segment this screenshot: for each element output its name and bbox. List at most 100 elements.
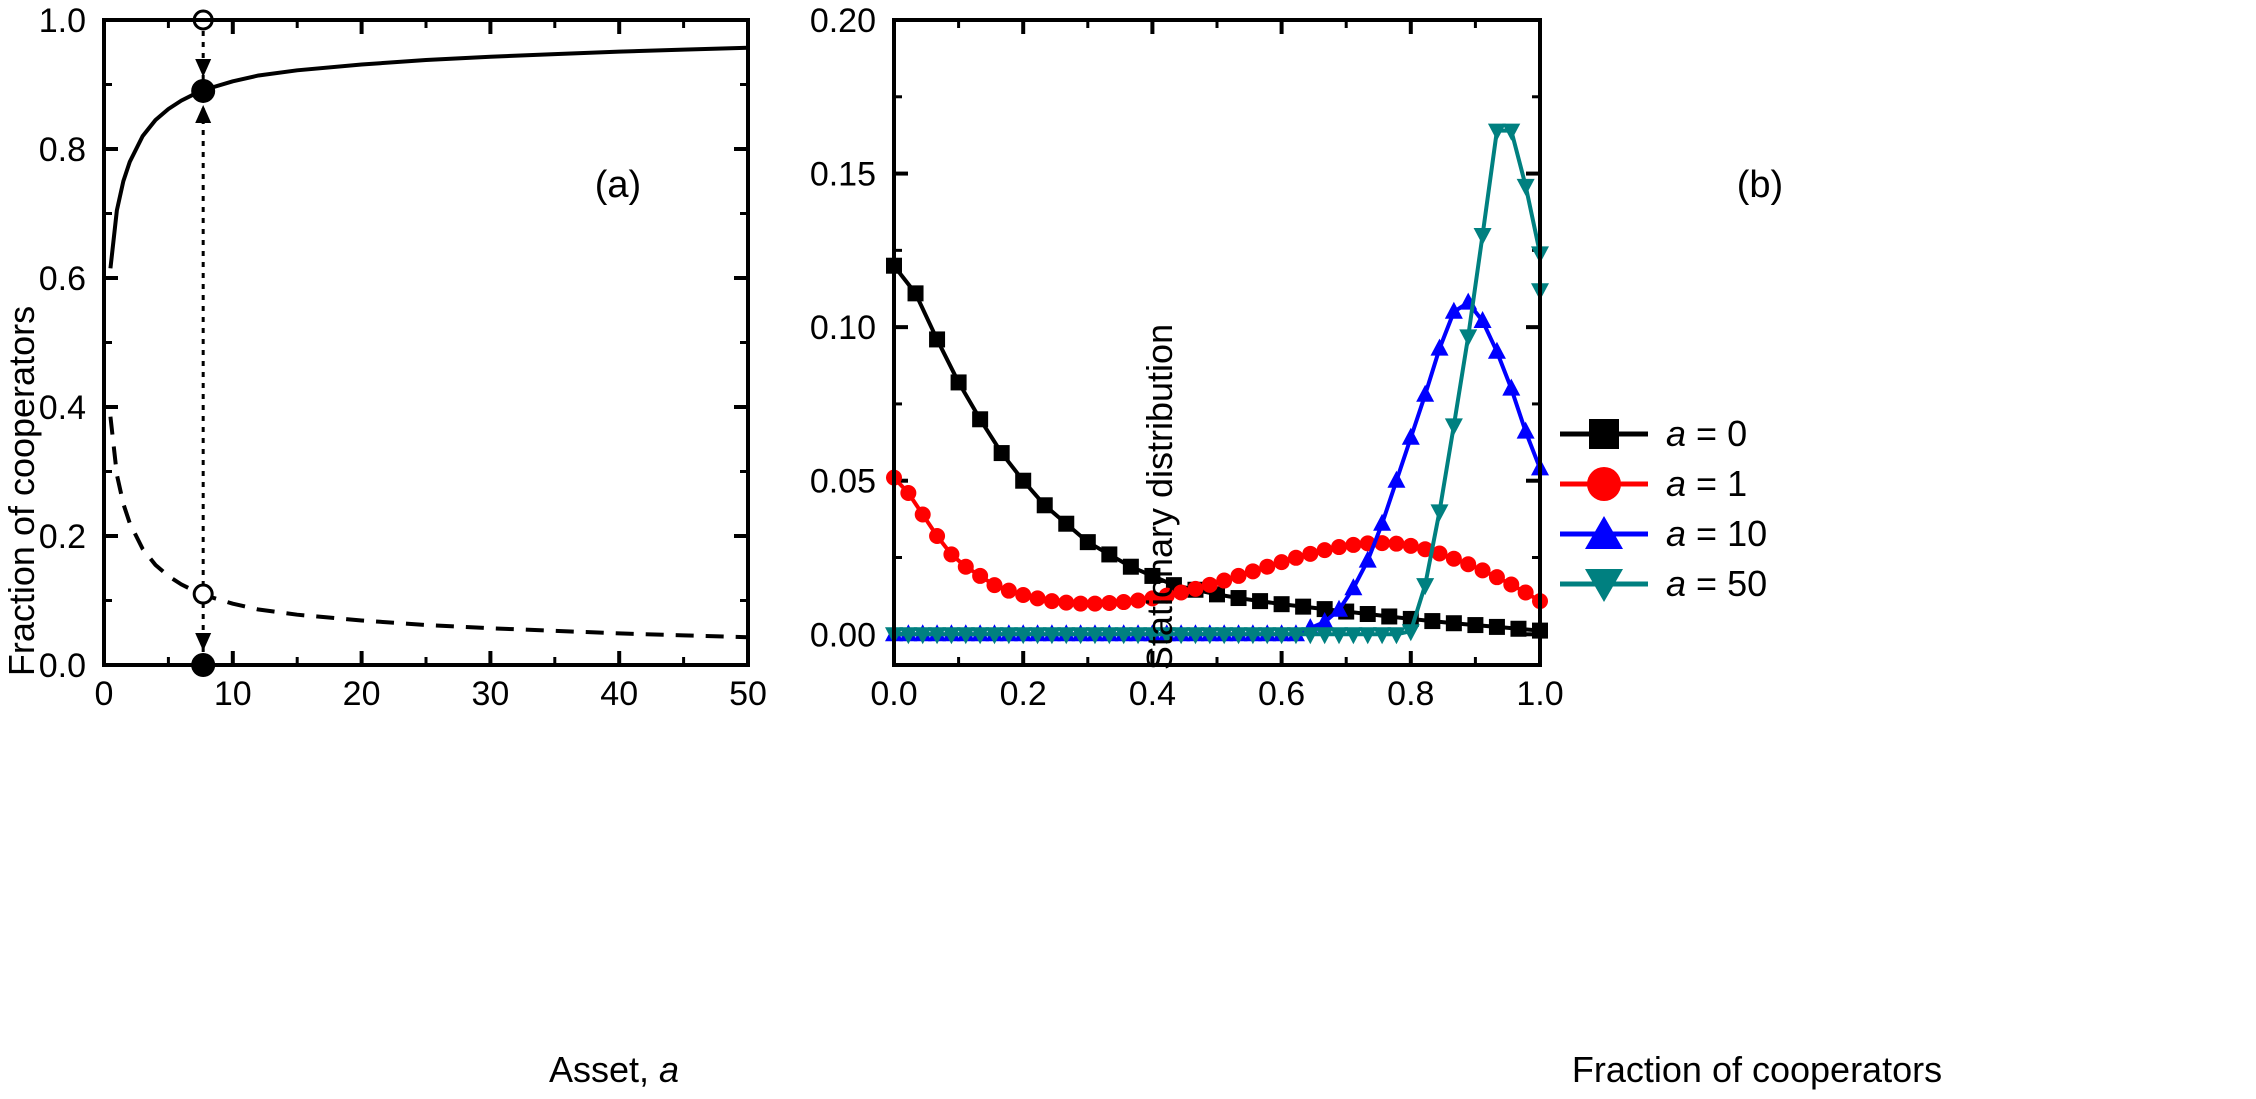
b-point-series-0 <box>1015 472 1032 489</box>
a-xtick-label: 10 <box>214 675 252 713</box>
b-point-series-3 <box>1229 627 1248 645</box>
b-point-series-0 <box>950 374 967 391</box>
b-point-series-1 <box>1015 586 1032 603</box>
b-point-series-0 <box>1252 593 1269 610</box>
b-point-series-1 <box>1503 576 1520 593</box>
b-xtick-label: 0.6 <box>1258 675 1305 713</box>
b-point-series-3 <box>1186 627 1205 645</box>
a-ytick-label: 0.8 <box>39 131 86 169</box>
legend-entry-a0: a = 0 <box>1560 413 1747 454</box>
panel-b-frame <box>892 18 1542 667</box>
b-point-series-1 <box>1445 550 1462 567</box>
b-point-series-3 <box>1473 228 1492 245</box>
legend-marker-a10 <box>1585 516 1623 549</box>
b-point-series-3 <box>1502 123 1521 141</box>
b-xtick-label: 0.2 <box>1000 675 1047 713</box>
b-point-series-2 <box>1430 338 1449 356</box>
legend-entry-a50: a = 50 <box>1560 563 1767 604</box>
b-point-series-3 <box>1028 627 1047 645</box>
b-point-series-3 <box>1315 627 1334 645</box>
b-point-series-1 <box>1345 536 1362 553</box>
panel-a-frame <box>102 18 750 667</box>
b-point-series-0 <box>1079 534 1096 551</box>
legend-entry-a1: a = 1 <box>1560 463 1747 504</box>
b-ytick-label: 0.20 <box>810 2 876 40</box>
b-point-series-3 <box>899 627 918 645</box>
svg-text:a = 50: a = 50 <box>1666 563 1767 604</box>
b-point-series-1 <box>1517 584 1534 601</box>
b-point-series-1 <box>1043 593 1060 610</box>
a-ytick-label: 0.6 <box>39 260 86 298</box>
b-point-series-1 <box>1244 563 1261 580</box>
b-point-series-3 <box>1444 418 1463 436</box>
b-point-series-3 <box>1200 627 1219 645</box>
b-point-series-1 <box>972 567 989 584</box>
b-point-series-2 <box>1344 578 1363 596</box>
svg-text:a = 1: a = 1 <box>1666 463 1747 504</box>
b-point-series-1 <box>1417 541 1434 558</box>
a-xtick-label: 20 <box>343 675 381 713</box>
a-xtick-label: 50 <box>729 675 767 713</box>
legend-entry-a10: a = 10 <box>1560 513 1767 554</box>
a-ytick-label: 0.2 <box>39 518 86 556</box>
b-point-series-0 <box>1058 515 1075 532</box>
b-point-series-3 <box>1330 627 1349 645</box>
b-point-series-3 <box>1014 627 1033 645</box>
b-point-series-1 <box>1201 576 1218 593</box>
b-point-series-3 <box>1157 627 1176 645</box>
b-point-series-3 <box>1286 627 1305 645</box>
panel-b-legend: a = 0 a = 1 a = 10 a = 50 <box>1560 413 1767 604</box>
b-point-series-0 <box>1273 596 1290 613</box>
panel-b-xlabel: Fraction of cooperators <box>1572 1049 1942 1090</box>
b-point-series-3 <box>1430 504 1449 522</box>
legend-var-a50: a <box>1666 563 1686 604</box>
panel-b-tick-labels: 0.0 0.2 0.4 0.6 0.8 1.0 0.00 0.05 0.10 0.15 0.20 <box>810 2 1564 713</box>
b-point-series-3 <box>1143 627 1162 645</box>
b-point-series-2 <box>1373 513 1392 531</box>
b-xtick-label: 0.8 <box>1387 675 1434 713</box>
b-point-series-0 <box>1230 590 1247 607</box>
b-point-series-1 <box>1431 545 1448 562</box>
b-point-series-1 <box>929 528 946 544</box>
b-point-series-3 <box>1301 627 1320 645</box>
b-point-series-3 <box>1215 627 1234 645</box>
b-point-series-3 <box>1487 123 1506 141</box>
b-point-series-3 <box>1459 329 1478 347</box>
b-point-series-1 <box>1144 590 1161 607</box>
b-point-series-1 <box>1316 542 1333 559</box>
a-xtick-label: 30 <box>471 675 509 713</box>
panel-a-ylabel: Fraction of cooperators <box>1 306 42 676</box>
legend-var-a0: a <box>1666 413 1686 454</box>
b-point-series-3 <box>1358 627 1377 645</box>
legend-value-a0: = 0 <box>1696 413 1747 454</box>
b-point-series-3 <box>1258 627 1277 645</box>
b-point-series-0 <box>1510 620 1527 637</box>
b-point-series-1 <box>1460 556 1477 573</box>
b-point-series-1 <box>1000 582 1017 599</box>
panel-b-series <box>885 123 1549 645</box>
b-point-series-1 <box>957 558 974 575</box>
panel-b-ylabel: Stationary distribution <box>1139 324 1180 670</box>
legend-var-a10: a <box>1666 513 1686 554</box>
panel-a-xlabel-prefix: Asset, <box>549 1049 659 1090</box>
b-point-series-0 <box>1101 546 1118 563</box>
b-point-series-2 <box>1358 550 1377 568</box>
b-point-series-2 <box>1487 341 1506 359</box>
b-point-series-3 <box>1042 627 1061 645</box>
b-point-series-1 <box>1130 592 1147 609</box>
panel-a-label: (a) <box>595 164 641 206</box>
b-point-series-0 <box>1359 606 1376 623</box>
b-point-series-3 <box>928 627 947 645</box>
b-xtick-label: 0.0 <box>870 675 917 713</box>
b-point-series-0 <box>929 331 946 348</box>
b-point-series-2 <box>1315 612 1334 629</box>
b-point-series-0 <box>1467 617 1484 634</box>
a-ytick-label: 0.0 <box>39 647 86 685</box>
b-point-series-0 <box>1381 608 1398 625</box>
b-ytick-label: 0.00 <box>810 616 876 654</box>
panel-a-tick-labels: 0 10 20 30 40 50 0.0 0.2 0.4 0.6 0.8 1.0 <box>39 2 767 713</box>
b-point-series-0 <box>1036 497 1053 514</box>
b-point-series-3 <box>1243 627 1262 645</box>
legend-value-a50: = 50 <box>1696 563 1767 604</box>
b-point-series-1 <box>1259 558 1276 575</box>
